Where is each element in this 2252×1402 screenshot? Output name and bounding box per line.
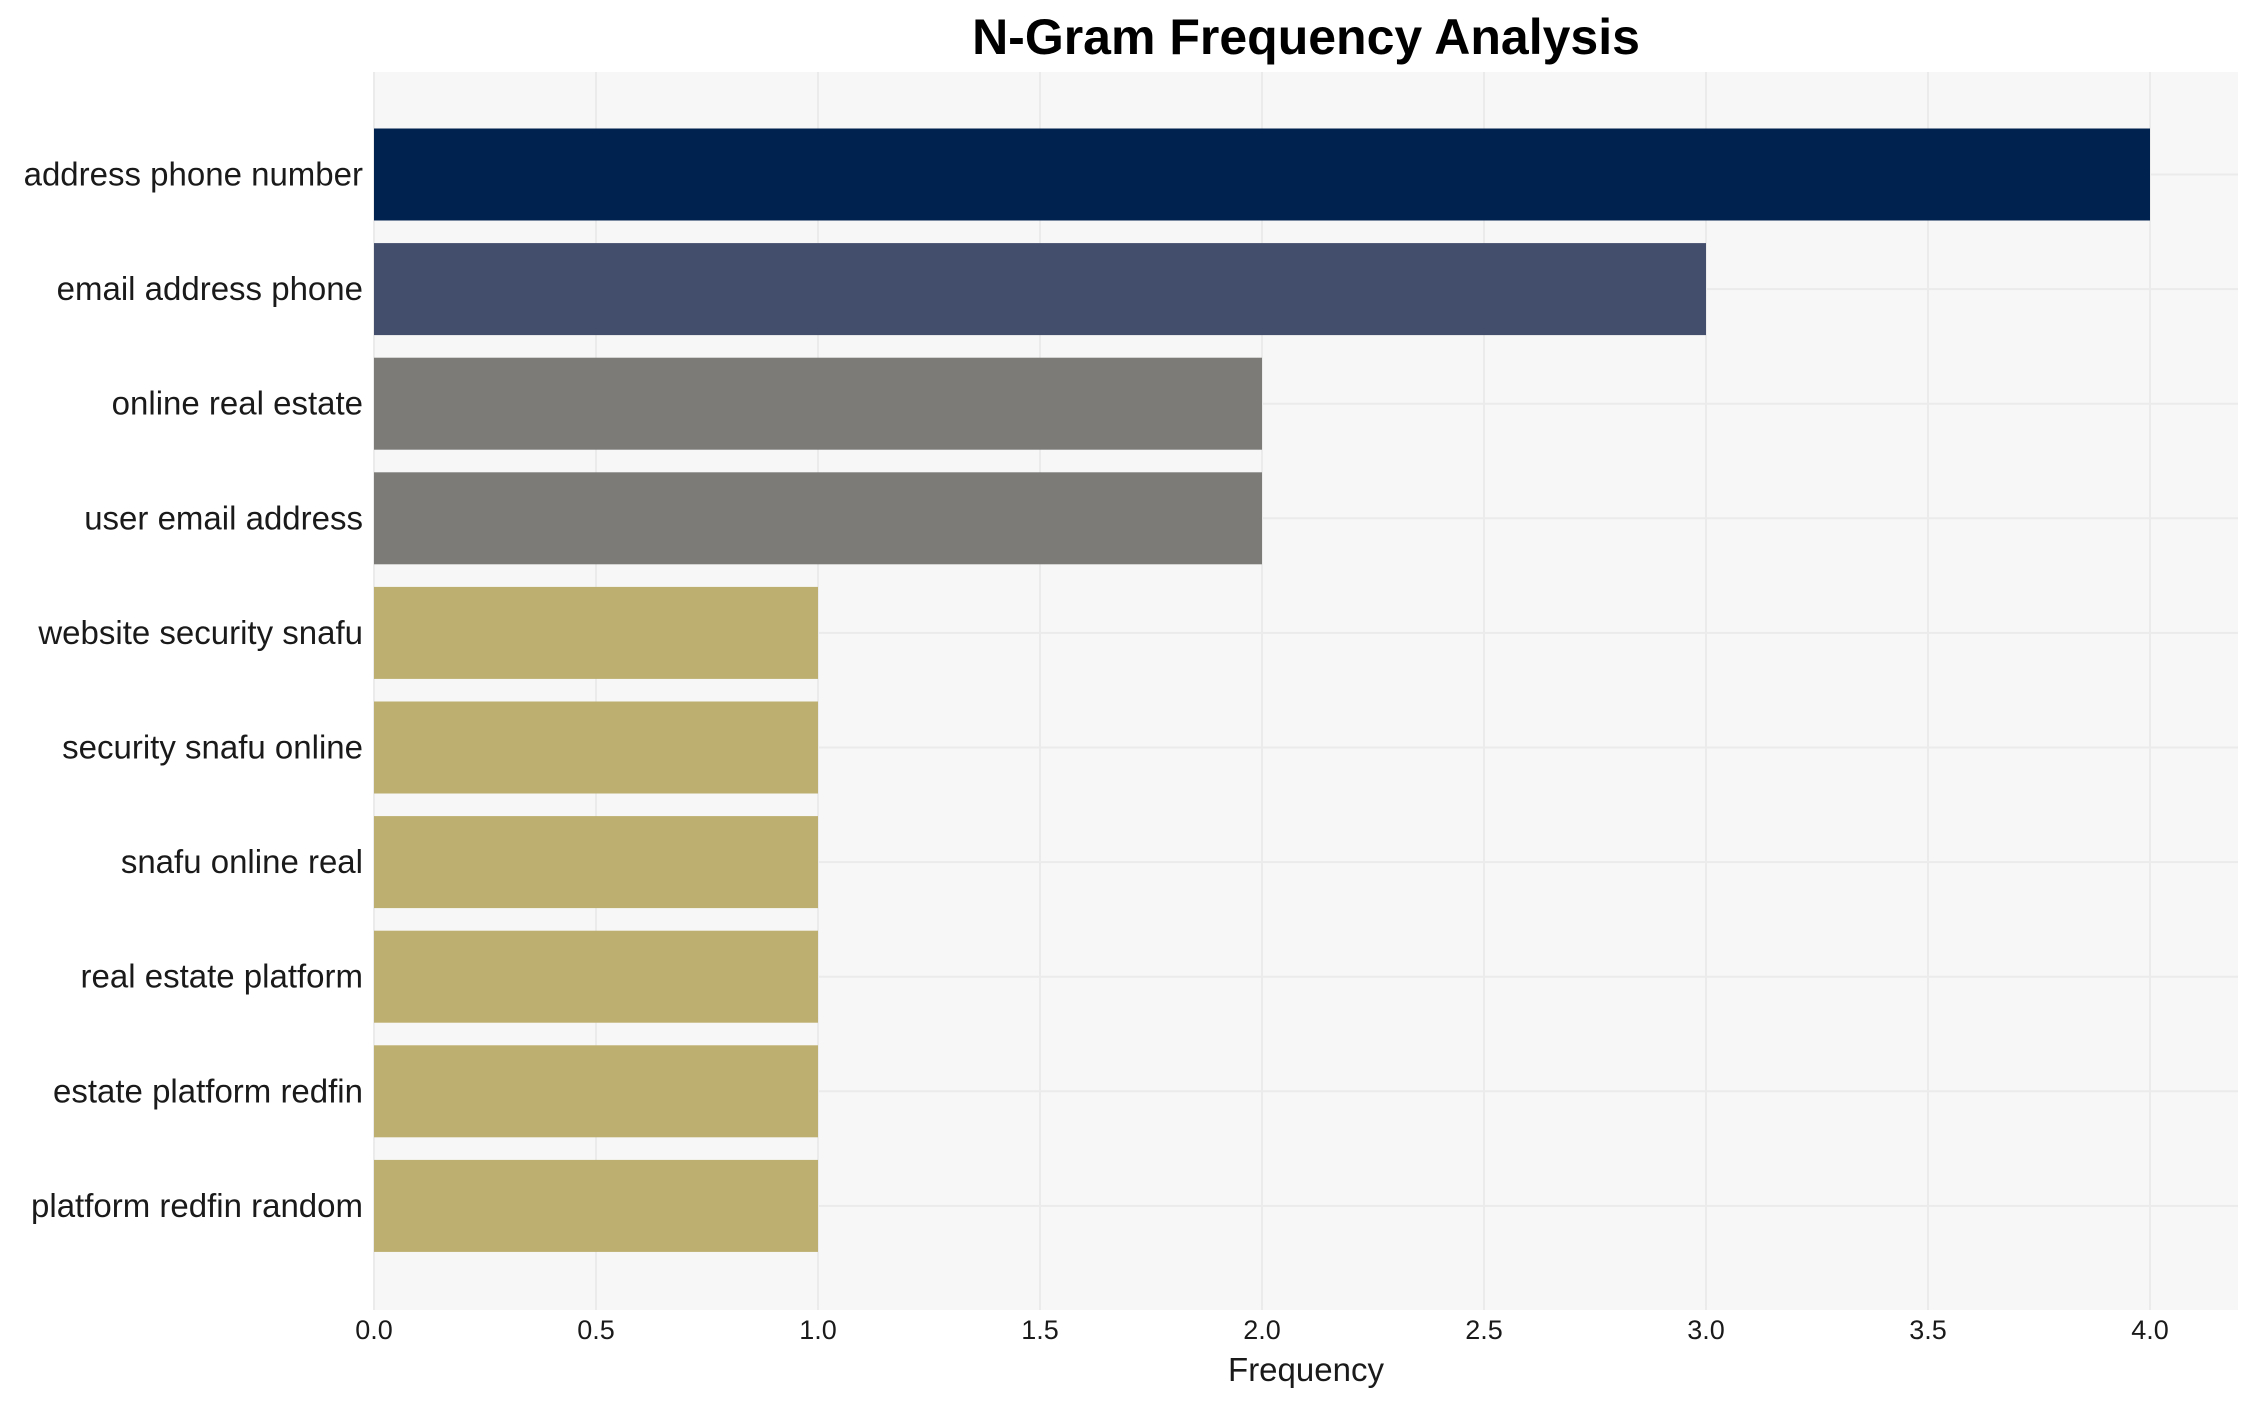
x-tick-labels: 0.0 0.5 1.0 1.5 2.0 2.5 3.0 3.5 4.0 [355,1315,2169,1345]
x-tick-label: 3.5 [1909,1315,1947,1345]
bar [374,930,818,1023]
y-tick-label: snafu online real [121,843,363,880]
y-tick-label: user email address [84,499,363,536]
chart-title: N-Gram Frequency Analysis [972,9,1640,65]
x-tick-label: 0.5 [577,1315,615,1345]
x-axis-label: Frequency [1228,1351,1384,1388]
x-tick-label: 2.0 [1243,1315,1281,1345]
y-tick-label: email address phone [57,270,363,307]
bar [374,586,818,679]
y-tick-label: estate platform redfin [53,1072,363,1109]
x-tick-label: 3.0 [1687,1315,1725,1345]
x-tick-label: 1.5 [1021,1315,1059,1345]
y-tick-label: real estate platform [81,958,363,995]
bar [374,357,1262,450]
x-tick-label: 1.0 [799,1315,837,1345]
bars [374,128,2150,1252]
x-tick-label: 0.0 [355,1315,393,1345]
x-tick-label: 4.0 [2131,1315,2169,1345]
y-tick-labels: address phone number email address phone o… [24,156,363,1224]
bar [374,128,2150,221]
x-tick-label: 2.5 [1465,1315,1503,1345]
bar [374,243,1706,336]
y-tick-label: security snafu online [62,729,363,766]
y-tick-label: website security snafu [37,614,363,651]
bar [374,1045,818,1138]
y-tick-label: platform redfin random [31,1187,363,1224]
bar [374,816,818,909]
y-tick-label: address phone number [24,156,363,193]
bar [374,472,1262,565]
bar [374,701,818,794]
bar [374,1159,818,1252]
y-tick-label: online real estate [112,385,363,422]
